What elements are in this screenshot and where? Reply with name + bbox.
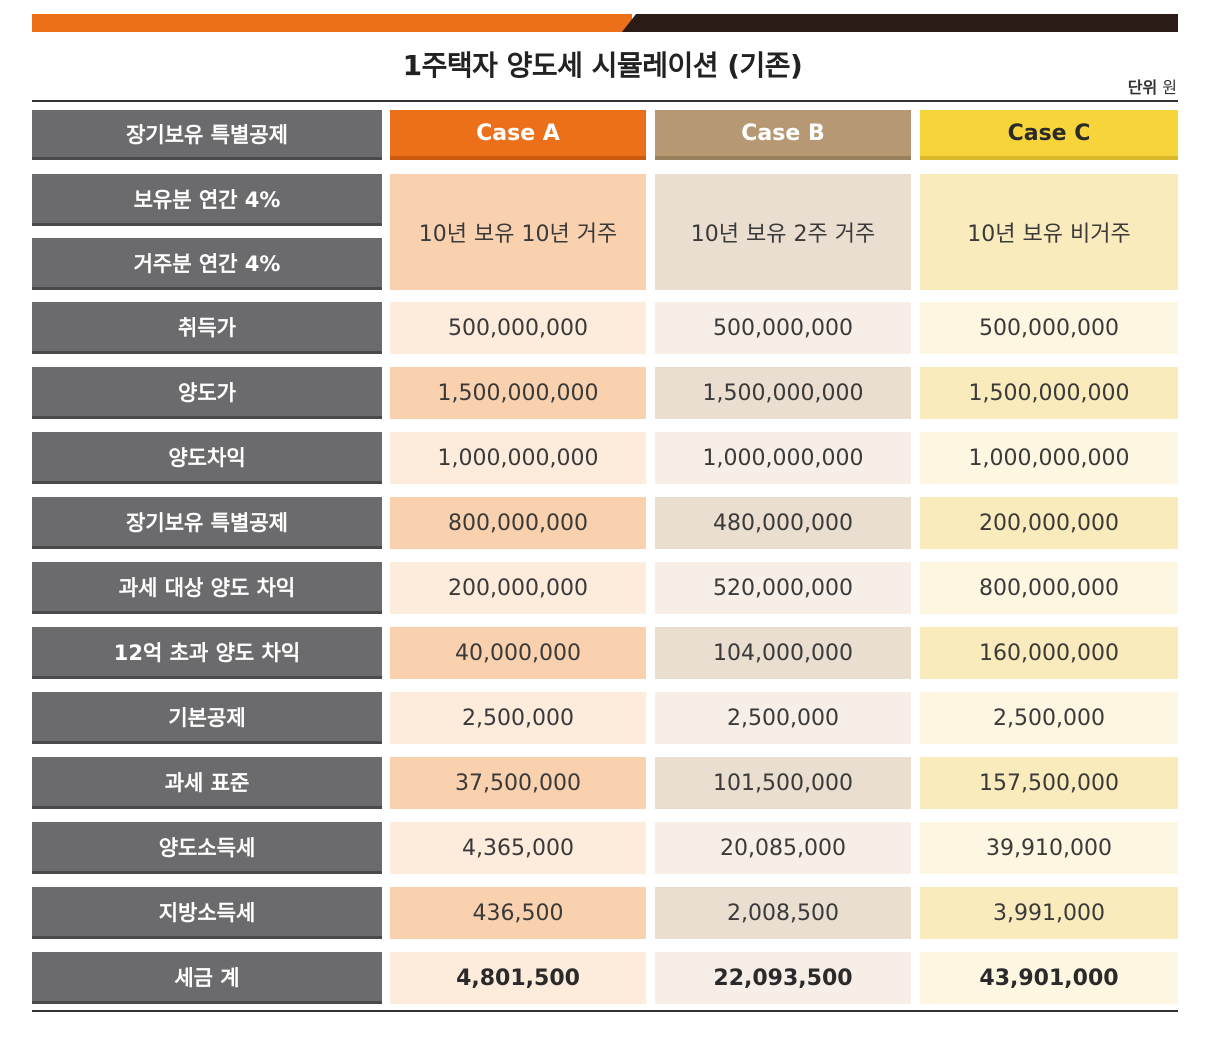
total-row-label: 세금 계 [32, 952, 382, 1004]
case-a-value: 37,500,000 [390, 757, 646, 809]
row-label: 지방소득세 [32, 887, 382, 939]
row-label: 양도가 [32, 367, 382, 419]
unit-note: 단위 원 [1128, 74, 1177, 98]
case-b-value: 520,000,000 [655, 562, 911, 614]
case-a-value: 436,500 [390, 887, 646, 939]
case-c-header: Case C [920, 110, 1178, 160]
case-b-value: 500,000,000 [655, 302, 911, 354]
row-label: 장기보유 특별공제 [32, 497, 382, 549]
unit-label: 단위 [1127, 78, 1158, 97]
case-c-value: 800,000,000 [920, 562, 1178, 614]
bottom-rule [32, 1010, 1178, 1012]
row-label: 과세 표준 [32, 757, 382, 809]
case-a-value: 1,000,000,000 [390, 432, 646, 484]
accent-bar-orange [32, 14, 632, 32]
case-c-value: 160,000,000 [920, 627, 1178, 679]
case-a-value: 800,000,000 [390, 497, 646, 549]
case-b-value: 20,085,000 [655, 822, 911, 874]
header-label-cell: 장기보유 특별공제 [32, 110, 382, 160]
unit-value: 원 [1162, 78, 1177, 97]
case-a-header: Case A [390, 110, 646, 160]
case-a-scenario: 10년 보유 10년 거주 [390, 174, 646, 290]
case-a-value: 1,500,000,000 [390, 367, 646, 419]
case-b-scenario: 10년 보유 2주 거주 [655, 174, 911, 290]
row-label: 과세 대상 양도 차익 [32, 562, 382, 614]
case-b-value: 480,000,000 [655, 497, 911, 549]
case-b-header: Case B [655, 110, 911, 160]
case-c-value: 1,500,000,000 [920, 367, 1178, 419]
case-b-value: 1,500,000,000 [655, 367, 911, 419]
deduction-holding-label: 보유분 연간 4% [32, 174, 382, 226]
case-c-value: 1,000,000,000 [920, 432, 1178, 484]
case-c-value: 3,991,000 [920, 887, 1178, 939]
case-c-scenario: 10년 보유 비거주 [920, 174, 1178, 290]
case-a-value: 4,365,000 [390, 822, 646, 874]
case-c-value: 200,000,000 [920, 497, 1178, 549]
case-b-value: 1,000,000,000 [655, 432, 911, 484]
top-accent-bar [32, 14, 1178, 32]
case-c-value: 157,500,000 [920, 757, 1178, 809]
case-b-value: 2,008,500 [655, 887, 911, 939]
case-c-value: 39,910,000 [920, 822, 1178, 874]
row-label: 양도소득세 [32, 822, 382, 874]
case-a-total: 4,801,500 [390, 952, 646, 1004]
case-b-value: 104,000,000 [655, 627, 911, 679]
deduction-residence-label: 거주분 연간 4% [32, 238, 382, 290]
case-a-value: 40,000,000 [390, 627, 646, 679]
case-c-value: 500,000,000 [920, 302, 1178, 354]
case-a-value: 200,000,000 [390, 562, 646, 614]
case-b-value: 2,500,000 [655, 692, 911, 744]
page-title: 1주택자 양도세 시뮬레이션 (기존) [402, 49, 803, 82]
case-a-value: 2,500,000 [390, 692, 646, 744]
case-a-value: 500,000,000 [390, 302, 646, 354]
case-b-total: 22,093,500 [655, 952, 911, 1004]
row-label: 기본공제 [32, 692, 382, 744]
case-b-value: 101,500,000 [655, 757, 911, 809]
top-rule [32, 100, 1178, 102]
row-label: 양도차익 [32, 432, 382, 484]
case-c-total: 43,901,000 [920, 952, 1178, 1004]
accent-bar-dark [622, 14, 1178, 32]
row-label: 12억 초과 양도 차익 [32, 627, 382, 679]
row-label: 취득가 [32, 302, 382, 354]
case-c-value: 2,500,000 [920, 692, 1178, 744]
